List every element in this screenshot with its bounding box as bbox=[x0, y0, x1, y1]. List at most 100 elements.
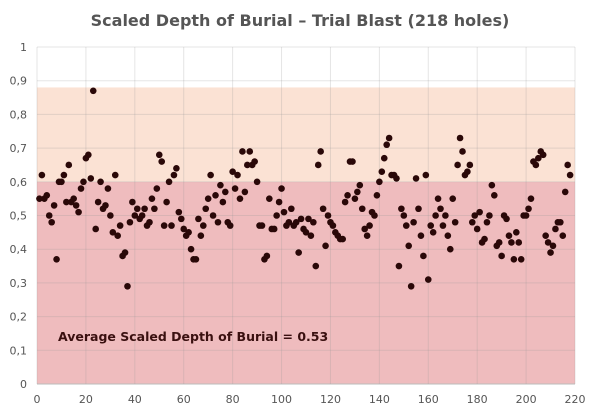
data-point bbox=[266, 195, 273, 202]
average-annotation: Average Scaled Depth of Burial = 0.53 bbox=[58, 329, 328, 344]
data-point bbox=[285, 218, 293, 226]
data-point bbox=[153, 185, 161, 192]
data-point bbox=[65, 161, 73, 169]
data-point bbox=[400, 212, 408, 219]
data-point bbox=[510, 256, 518, 263]
data-point bbox=[292, 218, 300, 226]
data-point bbox=[376, 178, 383, 186]
data-point bbox=[75, 208, 82, 216]
data-point bbox=[158, 158, 166, 165]
data-point bbox=[246, 148, 254, 155]
data-point bbox=[111, 171, 119, 179]
data-point bbox=[273, 212, 280, 219]
data-point bbox=[85, 151, 92, 159]
data-point bbox=[36, 195, 43, 202]
data-point bbox=[63, 198, 70, 206]
data-point bbox=[209, 212, 217, 219]
data-point bbox=[539, 151, 547, 159]
data-point bbox=[310, 218, 317, 226]
data-point bbox=[434, 195, 442, 202]
data-point bbox=[314, 161, 322, 169]
data-point bbox=[547, 249, 554, 256]
data-point bbox=[527, 195, 535, 202]
data-point bbox=[251, 158, 258, 165]
x-tick-label: 120 bbox=[320, 393, 341, 406]
data-point bbox=[405, 242, 413, 250]
data-point bbox=[410, 218, 417, 226]
data-point bbox=[102, 202, 109, 209]
data-point bbox=[219, 198, 227, 206]
band-1 bbox=[37, 87, 575, 182]
data-point bbox=[503, 215, 510, 223]
data-point bbox=[305, 215, 312, 223]
data-point bbox=[214, 218, 222, 226]
data-point bbox=[126, 218, 134, 226]
data-point bbox=[187, 245, 195, 253]
data-point bbox=[407, 282, 415, 290]
data-point bbox=[402, 222, 410, 229]
data-point bbox=[552, 225, 559, 233]
data-point bbox=[446, 245, 454, 253]
data-point bbox=[451, 218, 459, 226]
data-point bbox=[324, 212, 332, 219]
data-point bbox=[468, 218, 476, 226]
data-point bbox=[561, 188, 569, 196]
data-point bbox=[341, 198, 349, 206]
data-point bbox=[288, 205, 295, 213]
data-point bbox=[146, 218, 153, 226]
data-point bbox=[275, 198, 283, 206]
data-point bbox=[427, 222, 435, 229]
y-tick-label: 0,6 bbox=[10, 176, 28, 189]
x-tick-label: 100 bbox=[271, 393, 292, 406]
y-tick-label: 0,8 bbox=[10, 108, 28, 121]
data-point bbox=[231, 185, 239, 192]
data-point bbox=[116, 222, 124, 229]
data-point bbox=[439, 222, 447, 229]
data-point bbox=[58, 178, 65, 186]
data-point bbox=[87, 175, 95, 182]
data-point bbox=[72, 202, 80, 209]
x-tick-label: 160 bbox=[418, 393, 439, 406]
data-point bbox=[385, 134, 393, 142]
data-point bbox=[129, 198, 136, 206]
data-point bbox=[395, 262, 403, 270]
data-point bbox=[366, 222, 373, 229]
data-point bbox=[155, 151, 163, 159]
data-point bbox=[535, 154, 542, 162]
data-point bbox=[207, 171, 214, 179]
data-point bbox=[356, 181, 364, 189]
data-point bbox=[92, 225, 99, 233]
data-point bbox=[97, 178, 104, 186]
x-tick-label: 80 bbox=[226, 393, 240, 406]
x-tick-label: 220 bbox=[565, 393, 586, 406]
data-point bbox=[420, 252, 427, 260]
data-point bbox=[173, 165, 180, 172]
data-point bbox=[486, 212, 493, 219]
data-point bbox=[141, 205, 148, 213]
data-point bbox=[383, 141, 391, 149]
y-tick-label: 1 bbox=[20, 41, 27, 54]
data-point bbox=[114, 232, 121, 240]
data-point bbox=[307, 232, 315, 240]
y-tick-label: 0,1 bbox=[10, 344, 28, 357]
data-point bbox=[398, 205, 405, 213]
data-point bbox=[464, 168, 471, 175]
data-point bbox=[513, 229, 520, 236]
data-point bbox=[317, 148, 324, 155]
data-point bbox=[185, 229, 192, 236]
data-point bbox=[45, 212, 53, 219]
data-point bbox=[344, 191, 351, 199]
data-point bbox=[239, 148, 246, 155]
data-point bbox=[312, 262, 320, 270]
data-point bbox=[175, 208, 183, 216]
data-point bbox=[371, 212, 378, 219]
data-point bbox=[80, 178, 87, 186]
band-0 bbox=[37, 181, 575, 384]
x-tick-label: 40 bbox=[128, 393, 142, 406]
data-point bbox=[444, 232, 452, 240]
data-point bbox=[532, 161, 540, 169]
data-point bbox=[495, 239, 503, 246]
data-point bbox=[361, 225, 368, 233]
data-point bbox=[429, 229, 437, 236]
data-point bbox=[263, 252, 271, 260]
